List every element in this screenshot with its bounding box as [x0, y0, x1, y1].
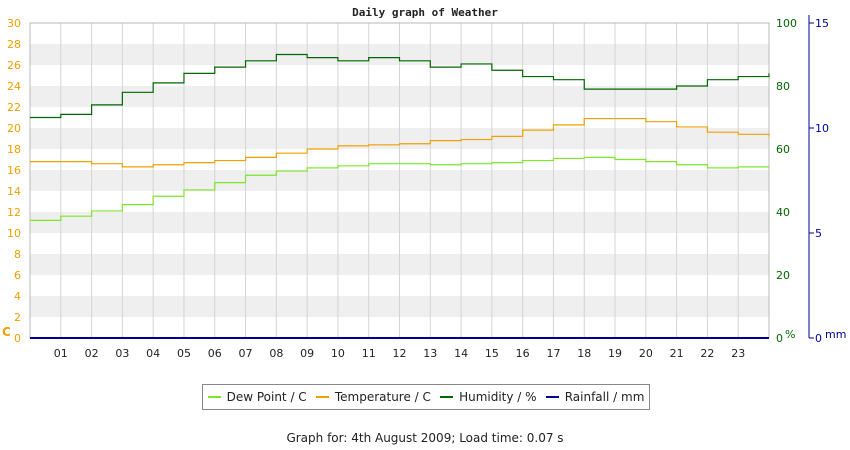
- x-tick-label: 02: [85, 347, 99, 360]
- legend-swatch-dew-point: [207, 396, 221, 398]
- x-tick-label: 23: [731, 347, 745, 360]
- y-right-humidity-tick-label: 60: [776, 143, 790, 156]
- legend-item-temperature: Temperature / C: [315, 390, 431, 404]
- x-tick-label: 19: [608, 347, 622, 360]
- chart-legend: Dew Point / C Temperature / C Humidity /…: [202, 384, 650, 410]
- x-tick-label: 21: [670, 347, 684, 360]
- y-right-rain-tick-label: 0: [815, 332, 822, 345]
- y-left-tick-label: 18: [7, 143, 21, 156]
- x-tick-label: 05: [177, 347, 191, 360]
- y-right-humidity-unit-label: %: [785, 328, 795, 341]
- y-right-rain-tick-label: 10: [815, 122, 829, 135]
- x-tick-label: 16: [516, 347, 530, 360]
- legend-label-rainfall: Rainfall / mm: [564, 390, 645, 404]
- footer-status: Graph for: 4th August 2009; Load time: 0…: [286, 431, 564, 445]
- x-tick-label: 20: [639, 347, 653, 360]
- y-right-humidity-tick-label: 40: [776, 206, 790, 219]
- y-left-tick-label: 0: [14, 332, 21, 345]
- legend-swatch-humidity: [440, 396, 454, 398]
- x-tick-label: 15: [485, 347, 499, 360]
- legend-label-temperature: Temperature / C: [334, 390, 431, 404]
- y-right-humidity-tick-label: 0: [776, 332, 783, 345]
- legend-item-dew-point: Dew Point / C: [207, 390, 307, 404]
- series-line-dew-point: [30, 156, 769, 221]
- y-left-tick-label: 16: [7, 164, 21, 177]
- y-left-tick-label: 10: [7, 227, 21, 240]
- chart-title: Daily graph of Weather: [352, 6, 498, 19]
- x-tick-label: 04: [146, 347, 160, 360]
- y-right-humidity-tick-label: 20: [776, 269, 790, 282]
- y-left-tick-label: 12: [7, 206, 21, 219]
- y-left-tick-label: 24: [7, 80, 21, 93]
- legend-label-humidity: Humidity / %: [459, 390, 537, 404]
- x-tick-label: 12: [393, 347, 407, 360]
- y-left-tick-label: 14: [7, 185, 21, 198]
- y-left-tick-label: 6: [14, 269, 21, 282]
- x-tick-label: 09: [300, 347, 314, 360]
- y-left-tick-label: 2: [14, 311, 21, 324]
- y-left-tick-label: 26: [7, 59, 21, 72]
- x-tick-label: 18: [577, 347, 591, 360]
- x-tick-label: 11: [362, 347, 376, 360]
- series-line-humidity: [30, 53, 770, 119]
- x-tick-label: 14: [454, 347, 468, 360]
- y-left-tick-label: 8: [14, 248, 21, 261]
- x-tick-label: 10: [331, 347, 345, 360]
- y-left-tick-label: 22: [7, 101, 21, 114]
- legend-item-rainfall: Rainfall / mm: [545, 390, 645, 404]
- y-left-tick-label: 4: [14, 290, 21, 303]
- y-right-humidity-tick-label: 100: [776, 17, 797, 30]
- legend-swatch-temperature: [315, 396, 329, 398]
- x-tick-label: 22: [700, 347, 714, 360]
- x-tick-label: 01: [54, 347, 68, 360]
- y-left-unit-label: C: [2, 325, 11, 339]
- x-tick-label: 06: [208, 347, 222, 360]
- y-left-tick-label: 20: [7, 122, 21, 135]
- x-tick-label: 08: [269, 347, 283, 360]
- y-right-rain-tick-label: 15: [815, 17, 829, 30]
- x-tick-label: 13: [423, 347, 437, 360]
- x-tick-label: 03: [115, 347, 129, 360]
- x-tick-label: 17: [546, 347, 560, 360]
- legend-label-dew-point: Dew Point / C: [226, 390, 307, 404]
- series-line-temperature: [30, 117, 770, 168]
- legend-swatch-rainfall: [545, 396, 559, 398]
- x-tick-label: 07: [239, 347, 253, 360]
- y-right-humidity-tick-label: 80: [776, 80, 790, 93]
- legend-item-humidity: Humidity / %: [440, 390, 537, 404]
- y-right-rain-unit-label: mm: [825, 328, 846, 341]
- y-right-rain-tick-label: 5: [815, 227, 822, 240]
- y-left-tick-label: 30: [7, 17, 21, 30]
- y-left-tick-label: 28: [7, 38, 21, 51]
